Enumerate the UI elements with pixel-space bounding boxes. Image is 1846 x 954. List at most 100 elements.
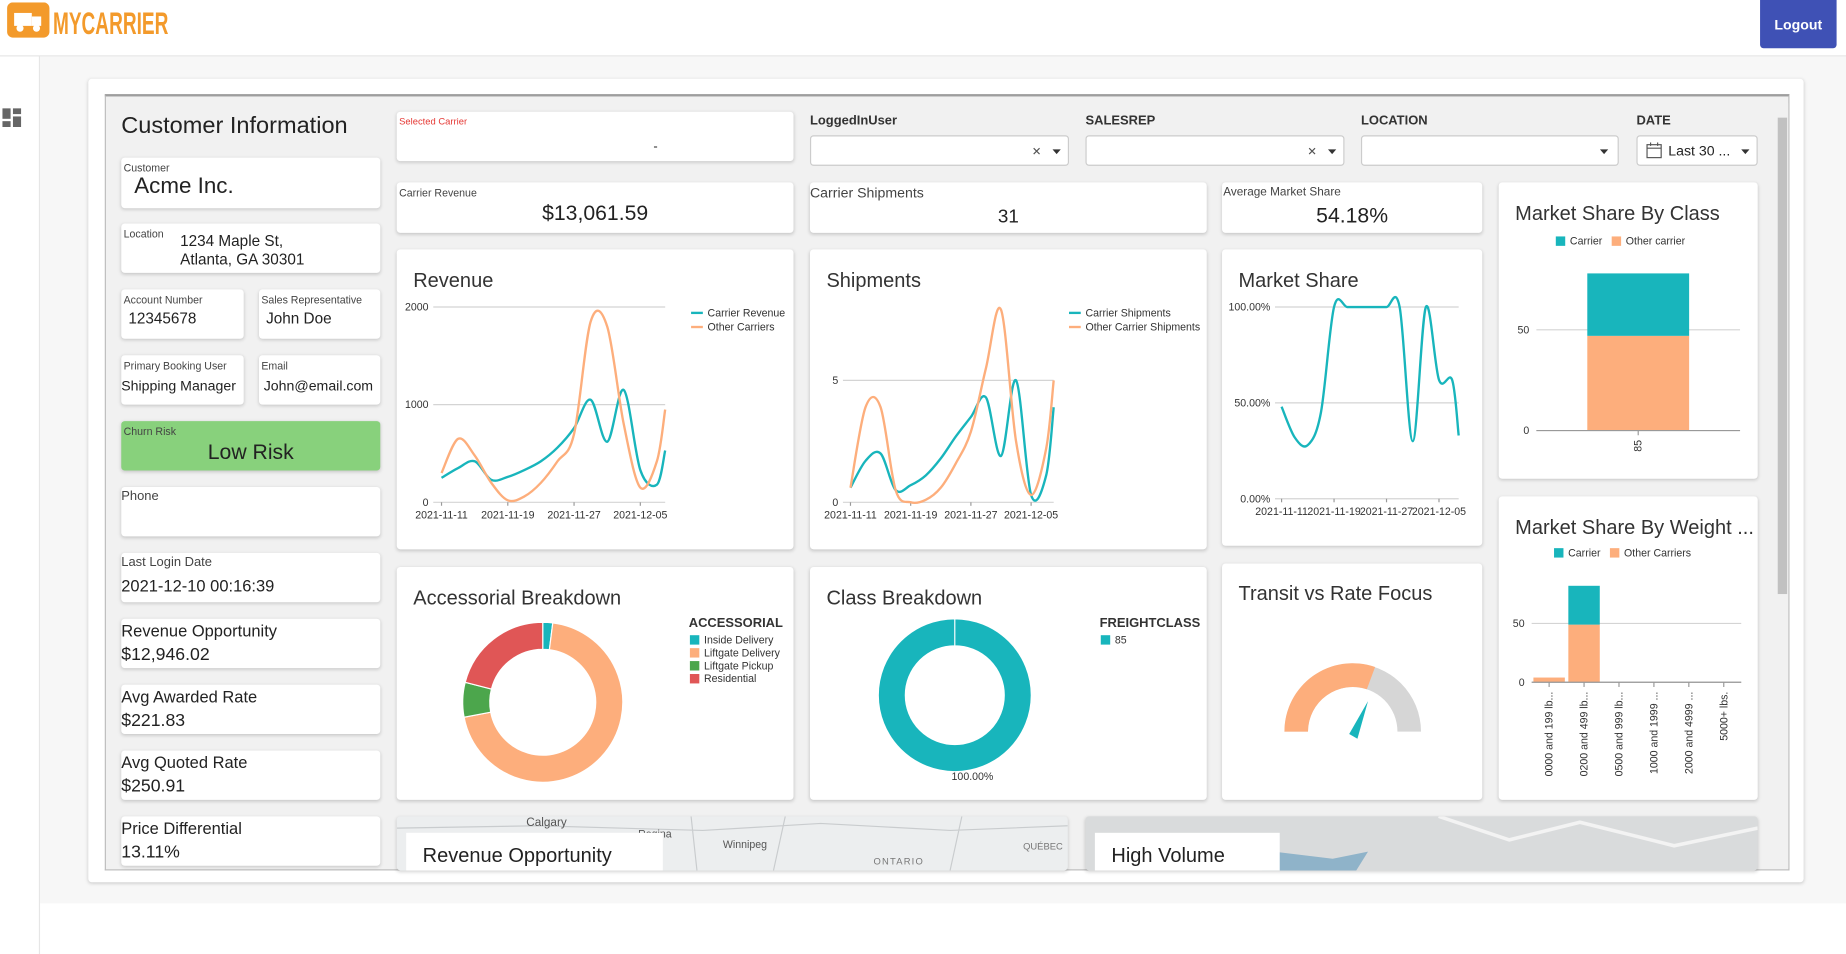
chart-card: Market Share By Class 0 50 85 Carrier Other c… xyxy=(1498,182,1758,479)
gauge-fill xyxy=(1284,663,1376,732)
map-title: Revenue Opportunity Lanes xyxy=(406,832,663,871)
legend-label: Carrier xyxy=(1568,547,1601,559)
legend-label: Carrier Shipments xyxy=(1085,307,1170,319)
chart-card: Shipments 0 5 2021-11-11 2021-11-19 2021-11-2… xyxy=(809,249,1207,550)
dashboard-icon[interactable] xyxy=(2,108,22,128)
field-value: John Doe xyxy=(266,309,332,328)
chart: Accessorial Breakdown ACCESSORIAL Inside D… xyxy=(413,588,783,783)
chart: Market Share By Weight ... 0 50 0000 and 19… xyxy=(1513,517,1754,777)
kpi: Carrier Shipments 31 xyxy=(809,182,1207,233)
filter-value: Last 30 ... xyxy=(1668,142,1731,159)
field-label: Email xyxy=(261,359,288,372)
map-water xyxy=(1262,851,1369,871)
line-series xyxy=(440,309,667,503)
line-series xyxy=(849,379,1055,502)
scrollbar[interactable] xyxy=(1776,103,1789,869)
bar xyxy=(1533,677,1565,683)
chart-card: Accessorial Breakdown ACCESSORIAL Inside D… xyxy=(396,566,794,800)
legend-swatch xyxy=(689,661,700,671)
field-value: Atlanta, GA 30301 xyxy=(180,250,305,269)
filter-input[interactable] xyxy=(1360,135,1619,166)
x-tick-label: 2021-12-05 xyxy=(1004,510,1058,522)
legend-label: Other Carriers xyxy=(1624,547,1691,559)
x-tick-label: 2021-11-27 xyxy=(1360,506,1413,518)
header: MYCARRIER Logout xyxy=(0,0,1846,57)
data-label: 100.00% xyxy=(952,771,994,783)
x-tick-label: 2021-11-27 xyxy=(547,510,600,522)
filter-input[interactable] xyxy=(1085,135,1345,166)
kpi-label: Average Market Share xyxy=(1223,185,1341,199)
chart-title: Class Breakdown xyxy=(826,588,982,610)
logout-button[interactable]: Logout xyxy=(1760,0,1837,49)
sidebar xyxy=(0,56,41,954)
filter-label: LoggedInUser xyxy=(809,114,898,129)
y-tick-label: 1000 xyxy=(405,399,429,411)
legend-title: ACCESSORIAL xyxy=(689,615,783,630)
field: Account Number 12345678 xyxy=(121,289,244,339)
map-coast xyxy=(1438,816,1758,848)
bar xyxy=(1587,335,1690,431)
metric-value: 13.11% xyxy=(121,842,180,863)
legend-label: 85 xyxy=(1115,634,1127,646)
metric: Price Differential 13.11% xyxy=(121,816,381,866)
chart-title: Market Share xyxy=(1239,270,1359,292)
metric-label: Avg Awarded Rate xyxy=(121,686,258,706)
field-value: Shipping Manager xyxy=(121,377,236,395)
legend-swatch xyxy=(689,635,700,645)
bar xyxy=(1568,624,1600,683)
field-label: Selected Carrier xyxy=(399,116,468,128)
field-label: Location xyxy=(123,228,164,240)
x-tick-label: 0500 and 999 lb... xyxy=(1614,692,1626,777)
legend-swatch xyxy=(1100,635,1111,645)
filter-input[interactable]: Last 30 ... xyxy=(1636,135,1758,166)
filter-input[interactable] xyxy=(809,135,1069,166)
map-place: Winnipeg xyxy=(723,839,767,851)
bar xyxy=(1568,585,1600,625)
selected-carrier[interactable]: Selected Carrier - xyxy=(396,111,794,162)
x-tick-label: 2021-11-11 xyxy=(824,510,877,522)
x-tick-label: 2021-11-19 xyxy=(884,510,937,522)
legend-label: Inside Delivery xyxy=(704,634,774,646)
x-tick-label: 2000 and 4999 ... xyxy=(1683,692,1695,774)
kpi-label: Carrier Shipments xyxy=(809,184,924,202)
y-tick-label: 2000 xyxy=(405,302,429,314)
filter-label: LOCATION xyxy=(1360,114,1428,129)
legend-label: Other Carrier Shipments xyxy=(1085,322,1200,334)
x-tick-label: 85 xyxy=(1633,440,1645,452)
map-drawing: Calgary Regina Winnipeg ONTARIO QUÉBEC xyxy=(396,816,1068,871)
metric-label: Price Differential xyxy=(121,818,242,838)
gauge-card: Transit vs Rate Focus xyxy=(1222,563,1483,800)
map-border xyxy=(396,816,1068,871)
legend-swatch xyxy=(1555,236,1566,246)
chart-title: Market Share By Class xyxy=(1515,203,1720,225)
x-tick-label: 5000+ lbs. xyxy=(1718,692,1730,741)
kpi: Average Market Share 54.18% xyxy=(1222,182,1483,233)
scroll-thumb[interactable] xyxy=(1777,117,1788,595)
y-tick-label: 50.00% xyxy=(1234,397,1270,409)
logo: MYCARRIER xyxy=(7,2,168,41)
gauge-needle xyxy=(1349,701,1369,739)
legend-label: Carrier Revenue xyxy=(708,307,786,319)
line-series xyxy=(849,306,1055,505)
pie-slice xyxy=(463,622,624,783)
field-value: Low Risk xyxy=(207,439,294,464)
kpi-value: $13,061.59 xyxy=(542,201,649,225)
y-tick-label: 0 xyxy=(423,497,429,509)
map-place: QUÉBEC xyxy=(1023,840,1063,851)
line-series xyxy=(1280,296,1460,448)
x-tick-label: 2021-11-19 xyxy=(481,510,534,522)
bar xyxy=(1587,273,1690,336)
field-value: Acme Inc. xyxy=(134,174,234,199)
metric-value: $221.83 xyxy=(121,710,186,731)
y-tick-label: 50 xyxy=(1513,618,1525,630)
field: Location 1234 Maple St, Atlanta, GA 30301 xyxy=(121,223,381,273)
field-label: Primary Booking User xyxy=(123,359,227,372)
y-tick-label: 0.00% xyxy=(1240,493,1271,505)
legend-swatch xyxy=(689,648,700,658)
chart-title: Market Share By Weight ... xyxy=(1515,517,1754,539)
chart-card: Market Share 0.00% 50.00% 100.00% 2021-11-11… xyxy=(1222,249,1483,546)
pie-slice xyxy=(464,621,544,690)
map-drawing xyxy=(1262,816,1758,871)
field-value: - xyxy=(653,139,658,155)
